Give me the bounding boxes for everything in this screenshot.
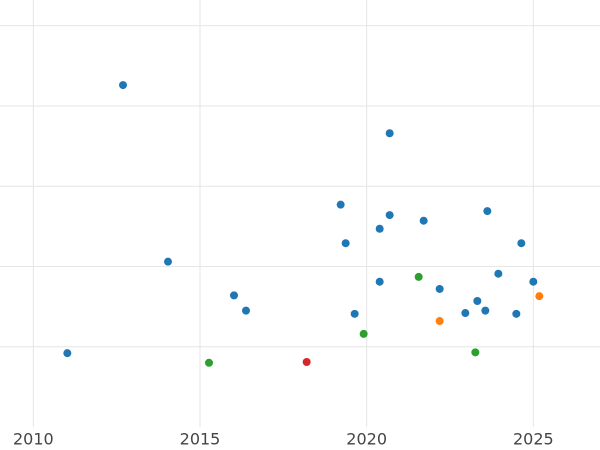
point bbox=[230, 291, 238, 300]
point bbox=[461, 309, 470, 318]
x-tick-label: 2025 bbox=[513, 430, 554, 449]
point bbox=[205, 358, 213, 367]
point bbox=[302, 357, 311, 366]
point bbox=[242, 306, 250, 315]
point bbox=[385, 129, 394, 138]
point bbox=[359, 329, 368, 338]
point bbox=[350, 309, 359, 318]
x-tick-label: 2020 bbox=[346, 430, 387, 449]
point bbox=[435, 317, 444, 326]
point bbox=[529, 277, 538, 286]
point bbox=[375, 277, 384, 286]
point bbox=[481, 306, 490, 315]
point bbox=[341, 239, 350, 248]
x-tick-label: 2010 bbox=[13, 430, 54, 449]
point bbox=[473, 296, 482, 305]
point bbox=[419, 216, 428, 225]
point bbox=[512, 309, 521, 318]
point bbox=[517, 239, 526, 248]
point bbox=[63, 349, 72, 358]
point bbox=[385, 211, 394, 220]
point bbox=[483, 207, 492, 216]
point bbox=[471, 348, 480, 357]
point bbox=[119, 81, 127, 90]
point bbox=[535, 292, 544, 301]
point bbox=[435, 284, 444, 293]
point bbox=[414, 272, 423, 281]
point bbox=[164, 257, 172, 266]
point bbox=[375, 224, 384, 233]
point bbox=[494, 269, 503, 278]
point bbox=[336, 200, 345, 209]
x-tick-label: 2015 bbox=[180, 430, 221, 449]
